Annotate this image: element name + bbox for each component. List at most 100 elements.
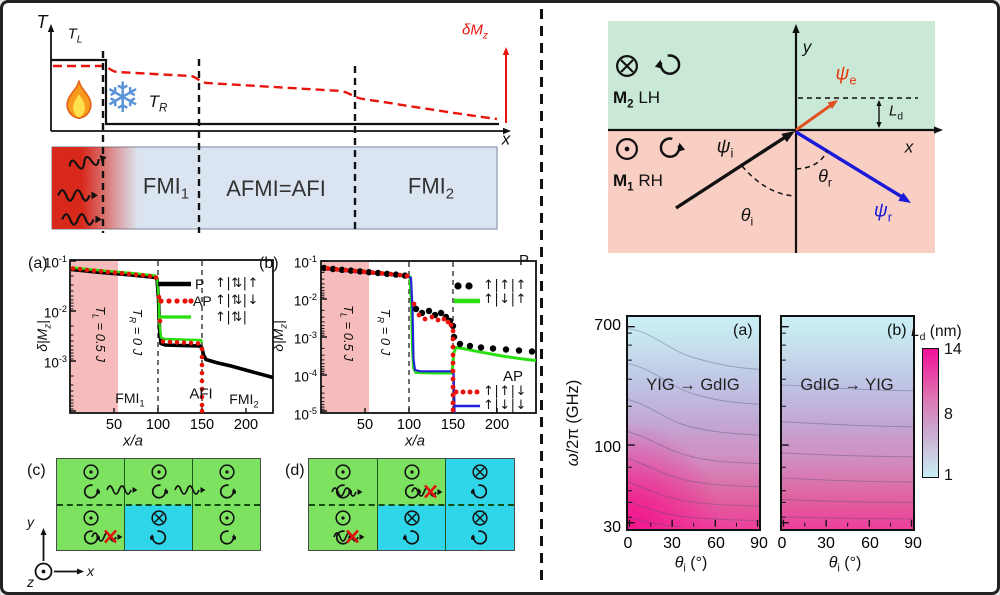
spin-cell-out-ccw: [192, 504, 260, 550]
legend-p-dots: [454, 282, 473, 290]
theta-i-label: θi: [740, 205, 754, 229]
plot-b-ylabel: δ|Mz|: [269, 320, 290, 352]
domain-wall-dashed-line: [57, 503, 260, 506]
spin-cell-out-ccw: [57, 459, 124, 505]
left-right-panel-divider: [540, 9, 543, 586]
region-fmi2-label: FMI2: [407, 173, 455, 203]
plot-a-ytick: 10-2: [43, 304, 67, 321]
spin-out-of-page-icon: [403, 464, 420, 480]
precession-cw-icon: [471, 530, 488, 545]
precession-cw-icon: [471, 484, 488, 499]
series-black-dots: [320, 264, 536, 355]
plot-b-ytick: 10-3: [293, 330, 317, 347]
heatmap-a-contours: [628, 326, 759, 527]
x-axis-label: x: [501, 129, 511, 149]
plot-a-xlabel: x/a: [122, 432, 144, 450]
axis-y-label: y: [27, 514, 34, 530]
plot-b-ytick: 10-2: [293, 292, 317, 309]
heatmap-b-tag: (b): [887, 322, 907, 339]
spin-cell-in-cw: [376, 504, 446, 550]
precession-ccw-icon: [151, 484, 168, 499]
psi-i-label: ψi: [716, 136, 734, 161]
blocked-magnon-icon: [91, 529, 124, 544]
precession-cw-icon: [402, 530, 419, 545]
plot-b-tag: (b): [259, 255, 279, 272]
spin-out-of-page-icon: [150, 464, 167, 480]
ld-label: Ld: [888, 102, 904, 123]
heatmap-gdig-to-yig: [780, 315, 915, 531]
temperature-profile-line: [51, 58, 499, 126]
plot-b-ytick: 10-4: [293, 368, 317, 385]
hot-shaded-zone: [71, 261, 118, 412]
spin-out-of-page-icon: [218, 510, 235, 526]
spin-cell-out-ccw: [309, 504, 377, 550]
colorbar: [922, 348, 939, 478]
plot-a-region-fmi2: FMI2: [229, 390, 259, 411]
plot-a-xtick: 200: [233, 417, 259, 433]
heatmap-a-xtick: 90: [750, 535, 768, 552]
heatmap-b-xtick: 0: [777, 535, 787, 552]
heatmap-yig-to-gdig: [626, 315, 761, 531]
tl-label: TL: [67, 25, 83, 46]
precession-ccw-icon: [83, 484, 100, 499]
heatmap-ytick-30: 30: [603, 519, 621, 536]
t-axis-arrow-icon: [47, 24, 55, 32]
spin-cell-out-ccw: [57, 504, 124, 550]
plot-b-xtick: 150: [440, 417, 466, 433]
plot-b-ytick: 10-5: [293, 406, 317, 423]
plot-b-xlabel: x/a: [404, 432, 426, 450]
plot-a-tag: (a): [28, 255, 48, 272]
legend-ap-dots: [158, 298, 194, 304]
plot-b-legend-config-4: ↑|↓|↓: [483, 398, 527, 413]
panel-c-tag: (c): [27, 462, 46, 479]
precession-ccw-icon: [219, 530, 236, 545]
psi-e-label: ψe: [835, 63, 857, 88]
heatmap-ytick-700: 700: [594, 317, 621, 334]
heatmap-a-tag: (a): [733, 322, 753, 339]
x-axis-arrow-icon: [503, 127, 511, 135]
plot-a-legend-config-1: ↑|⇅|↑: [215, 276, 259, 291]
panel-d-tag: (d): [285, 462, 305, 479]
heatmap-b-xtick: 30: [817, 535, 835, 552]
plot-b-legend-config-3: ↑|↑|↓: [483, 384, 527, 399]
plot-b-xtick: 100: [396, 417, 422, 433]
plot-a-region-fmi1: FMI1: [115, 389, 145, 410]
heatmap-b-title: GdIG → YIG: [800, 375, 894, 394]
spin-into-page-icon: [472, 510, 488, 526]
plot-b-legend-p: P: [519, 252, 530, 269]
delta-mz-curve: [53, 64, 498, 121]
plot-a-legend-p: P: [195, 276, 205, 292]
spin-into-page-icon: [150, 510, 167, 526]
blocked-magnon-icon: [411, 484, 444, 499]
spin-panel-c: [56, 458, 261, 551]
legend-ap-dots: [453, 389, 480, 395]
plot-b-zone-right-label: TR = 0 J: [375, 308, 394, 356]
colorbar-tick-8: 8: [944, 406, 953, 423]
heatmap-b-contours: [782, 326, 913, 527]
plot-a-ytick: 10-1: [43, 254, 67, 271]
snowflake-icon: ❄: [105, 73, 141, 122]
coordinate-axes: [34, 528, 84, 581]
psi-r-label: ψr: [873, 200, 893, 225]
plot-a-zone-left-label: TL = 0.5 J: [90, 306, 109, 362]
plot-a-xtick: 50: [105, 417, 123, 433]
temperature-profile-schematic: [47, 24, 511, 233]
theta-r-label: θr: [818, 166, 832, 190]
flame-icon: [66, 80, 92, 120]
plot-b-ytick: 10-1: [293, 254, 317, 271]
precession-cw-icon: [149, 530, 166, 545]
heatmap-a-magenta-corner: [628, 317, 759, 529]
plot-b-legend-config-1: ↑|↑|↑: [483, 278, 527, 293]
colorbar-tick-14: 14: [944, 341, 962, 358]
diagram-x-label: x: [904, 137, 914, 157]
plot-a-xtick: 150: [189, 417, 215, 433]
spin-out-of-page-icon: [335, 510, 351, 526]
plot-b-legend-ap: AP: [503, 368, 524, 385]
plot-b-legend-config-2: ↑|↓|↑: [483, 292, 527, 307]
blocked-magnon-icon: [333, 529, 366, 544]
heatmap-a-title: YIG → GdIG: [646, 375, 740, 394]
spin-cell-in-cw: [124, 504, 192, 550]
plot-a-legend-ap: AP: [193, 293, 212, 309]
spin-cell-out-ccw: [309, 459, 377, 505]
